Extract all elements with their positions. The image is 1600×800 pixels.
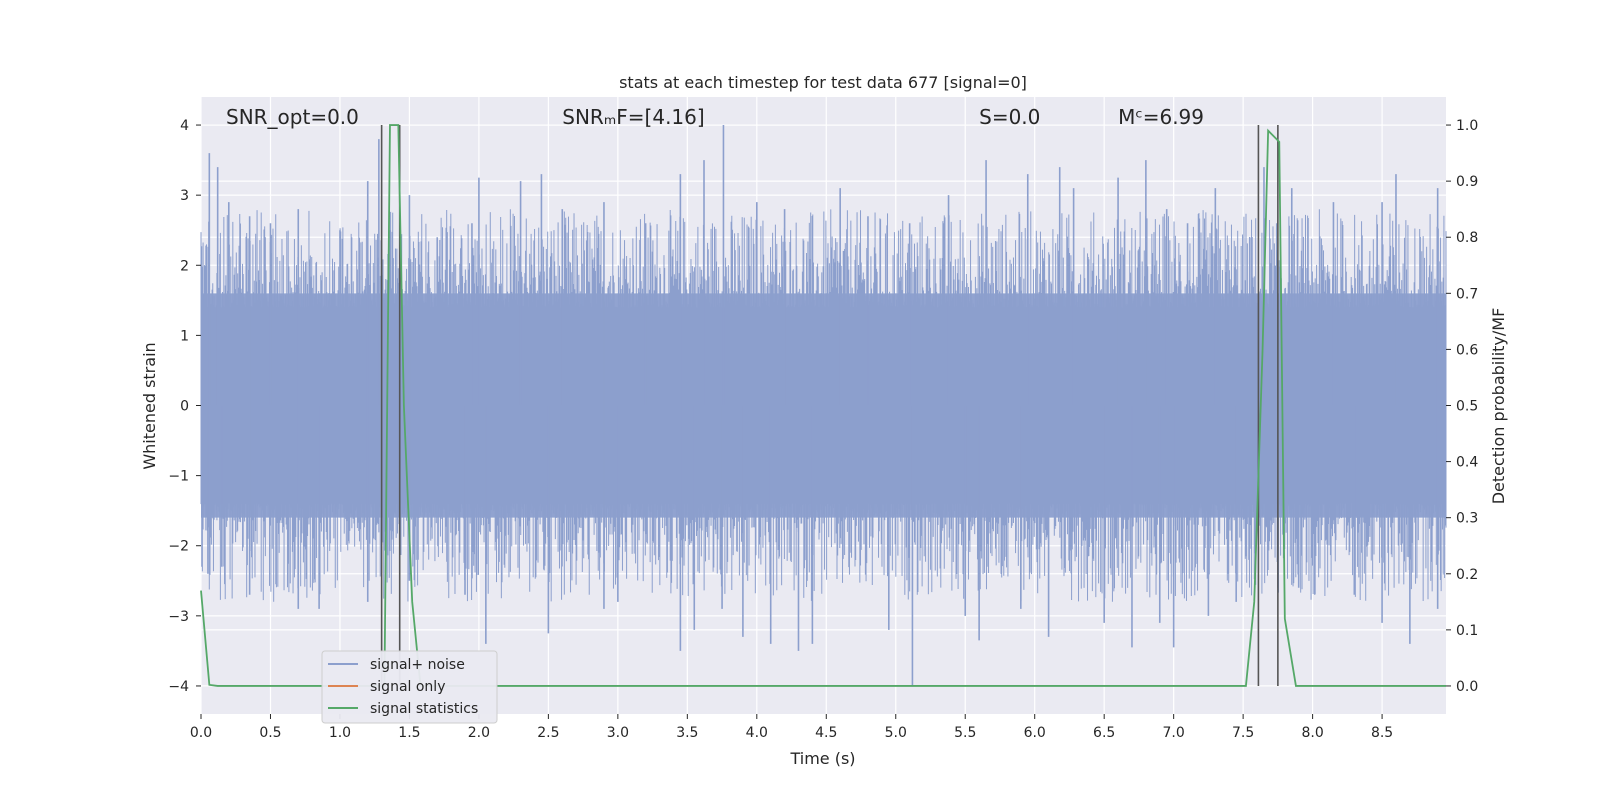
annotations: SNR_opt=0.0 SNRₘF=[4.16] S=0.0 Mᶜ=6.99 <box>226 105 1204 129</box>
y-axis-label-right: Detection probability/MF <box>1489 308 1508 505</box>
y-left-tick-label: −1 <box>168 469 189 485</box>
y-left-tick-label: −3 <box>168 609 189 625</box>
legend-label: signal+ noise <box>370 657 465 673</box>
y-left-tick-label: −2 <box>168 539 189 555</box>
annotation-text: SNRₘF=[4.16] <box>562 105 704 129</box>
y-left-tick-label: 1 <box>180 328 189 344</box>
y-left-tick-label: 4 <box>180 118 189 134</box>
legend-box <box>321 650 498 724</box>
x-axis-label: Time (s) <box>789 749 855 768</box>
x-tick-label: 0.0 <box>190 725 212 741</box>
x-tick-label: 7.5 <box>1232 725 1254 741</box>
legend-label: signal only <box>370 679 445 695</box>
x-tick-label: 5.5 <box>954 725 976 741</box>
y-right-tick-label: 0.1 <box>1456 623 1478 639</box>
y-axis-label-left: Whitened strain <box>140 342 159 469</box>
annotation-text: SNR_opt=0.0 <box>226 105 359 129</box>
x-tick-label: 2.0 <box>468 725 490 741</box>
y-right-tick-label: 1.0 <box>1456 118 1478 134</box>
x-tick-label: 0.5 <box>259 725 281 741</box>
y-right-tick-label: 0.8 <box>1456 230 1478 246</box>
y-right-tick-label: 0.0 <box>1456 679 1478 695</box>
y-left-tick-label: 0 <box>180 399 189 415</box>
annotation-text: Mᶜ=6.99 <box>1118 105 1204 129</box>
x-tick-label: 4.5 <box>815 725 837 741</box>
y-left-tick-label: 2 <box>180 258 189 274</box>
x-tick-label: 3.0 <box>607 725 629 741</box>
x-tick-label: 7.0 <box>1163 725 1185 741</box>
x-tick-label: 6.5 <box>1093 725 1115 741</box>
x-tick-label: 5.0 <box>885 725 907 741</box>
x-tick-label: 6.0 <box>1024 725 1046 741</box>
x-tick-label: 1.5 <box>398 725 420 741</box>
y-left-tick-label: 3 <box>180 188 189 204</box>
legend-label: signal statistics <box>370 701 478 717</box>
y-right-tick-label: 0.3 <box>1456 511 1478 527</box>
x-tick-label: 2.5 <box>537 725 559 741</box>
y-left-tick-label: −4 <box>168 679 189 695</box>
y-right-tick-label: 0.6 <box>1456 342 1478 358</box>
chart-title: stats at each timestep for test data 677… <box>619 73 1027 92</box>
y-right-tick-label: 0.7 <box>1456 286 1478 302</box>
y-right-tick-label: 0.2 <box>1456 567 1478 583</box>
x-tick-label: 4.0 <box>746 725 768 741</box>
annotation-text: S=0.0 <box>979 105 1040 129</box>
y-right-tick-label: 0.9 <box>1456 174 1478 190</box>
y-right-tick-label: 0.5 <box>1456 399 1478 415</box>
x-tick-label: 8.0 <box>1301 725 1323 741</box>
y-right-tick-label: 0.4 <box>1456 455 1478 471</box>
legend: signal+ noise signal only signal statistic… <box>321 650 498 724</box>
noise-series <box>200 125 1447 686</box>
x-tick-label: 1.0 <box>329 725 351 741</box>
x-tick-label: 8.5 <box>1371 725 1393 741</box>
x-tick-label: 3.5 <box>676 725 698 741</box>
